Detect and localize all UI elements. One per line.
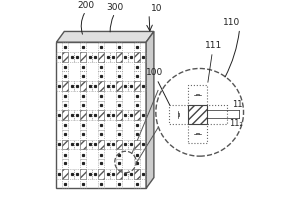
Bar: [116, 169, 122, 179]
Bar: [80, 81, 86, 91]
Bar: [188, 105, 208, 124]
Bar: [134, 140, 140, 149]
Bar: [116, 52, 122, 62]
Polygon shape: [56, 31, 154, 42]
Text: 10: 10: [151, 4, 163, 13]
Bar: [178, 113, 179, 116]
Bar: [196, 94, 200, 95]
Bar: [98, 110, 104, 120]
Bar: [116, 110, 122, 120]
Bar: [134, 81, 140, 91]
Text: 110: 110: [224, 18, 241, 27]
Text: 111: 111: [205, 41, 222, 50]
Bar: [62, 81, 68, 91]
Text: 11₂: 11₂: [229, 119, 243, 128]
Bar: [80, 140, 86, 149]
Text: 11: 11: [232, 100, 243, 109]
Bar: [56, 42, 146, 188]
Bar: [62, 169, 68, 179]
Text: 200: 200: [77, 1, 94, 10]
Bar: [98, 81, 104, 91]
Bar: [62, 52, 68, 62]
Bar: [80, 110, 86, 120]
Polygon shape: [146, 31, 154, 188]
Bar: [62, 140, 68, 149]
Bar: [134, 169, 140, 179]
Bar: [80, 169, 86, 179]
Bar: [196, 133, 200, 134]
Bar: [98, 169, 104, 179]
Bar: [62, 110, 68, 120]
Text: 300: 300: [106, 3, 124, 12]
Bar: [98, 52, 104, 62]
Bar: [134, 52, 140, 62]
Bar: [116, 140, 122, 149]
Circle shape: [156, 68, 244, 156]
Bar: [80, 52, 86, 62]
Bar: [98, 140, 104, 149]
Text: 100: 100: [146, 68, 164, 77]
Bar: [116, 81, 122, 91]
Bar: [134, 110, 140, 120]
